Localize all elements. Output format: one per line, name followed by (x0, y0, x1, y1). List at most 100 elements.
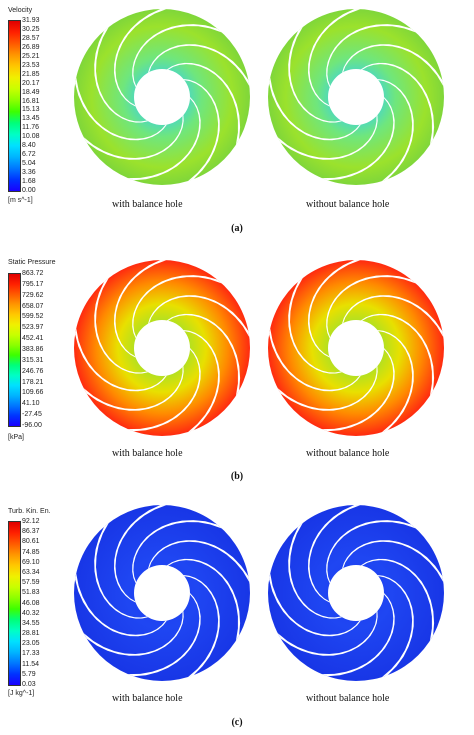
impeller-blade (342, 540, 444, 583)
impeller-blade (75, 77, 167, 141)
colorbar-tick-label: 795.17 (22, 280, 44, 288)
colorbar-tick-label: 3.36 (22, 169, 36, 177)
impeller-blade (377, 330, 414, 433)
impeller-with-balance-hole (74, 9, 250, 185)
impeller-blade (183, 330, 220, 433)
colorbar-tick-label: 40.32 (22, 609, 40, 617)
colorbar-tick-label: 80.61 (22, 538, 40, 546)
impeller-blade (127, 593, 201, 677)
impeller-blade (183, 79, 220, 182)
caption-with-balance-hole: with balance hole (112, 448, 183, 459)
colorbar-tick-label: -27.45 (22, 411, 42, 419)
colorbar-tick-label: 452.41 (22, 335, 44, 343)
colorbar-tick-label: 69.10 (22, 558, 40, 566)
legend-unit: [J kg^-1] (8, 690, 35, 697)
colorbar-tick-label: 23.53 (22, 61, 40, 69)
colorbar-tick-label: 13.45 (22, 115, 40, 123)
legend-title: Static Pressure (8, 259, 56, 266)
colorbar-tick-label: 31.93 (22, 17, 40, 24)
panel-label: (c) (231, 717, 243, 728)
colorbar-tick-label: 63.34 (22, 568, 40, 576)
impeller-hub (328, 565, 384, 621)
impeller-hub (134, 69, 190, 125)
legend-title: Turb. Kin. En. (8, 508, 51, 515)
colorbar-tick-label: 599.52 (22, 313, 44, 321)
impeller-blade (321, 97, 395, 181)
colorbar-tick-label: 30.25 (22, 25, 40, 33)
colorbar-tick-label: 92.12 (22, 518, 40, 525)
colorbar-tick-label: 28.81 (22, 630, 40, 638)
impeller-blade (377, 79, 414, 182)
colorbar-tick-label: 26.89 (22, 43, 40, 51)
colorbar-tick-label: 25.21 (22, 52, 40, 60)
colorbar-tick-label: 23.05 (22, 640, 40, 648)
impeller-blade (127, 348, 201, 432)
impeller-blade (321, 593, 395, 677)
colorbar (8, 20, 21, 192)
legend-title: Velocity (8, 7, 33, 14)
colorbar-tick-label: 16.81 (22, 97, 40, 105)
colorbar-tick-label: 74.85 (22, 548, 40, 556)
colorbar-tick-label: 0.00 (22, 187, 36, 194)
colorbar-tick-label: 51.83 (22, 589, 40, 597)
colorbar-tick-label: 46.08 (22, 599, 40, 607)
colorbar-tick-label: 729.62 (22, 291, 44, 299)
impeller-blade (75, 573, 167, 637)
impeller-without-balance-hole (268, 505, 444, 681)
panel-static-pressure: Static Pressure 863.72 795.17 729.62 658.07… (0, 245, 474, 490)
caption-without-balance-hole: without balance hole (306, 448, 390, 459)
legend-unit: [kPa] (8, 434, 24, 441)
colorbar-tick-label: 11.76 (22, 124, 39, 132)
colorbar-tick-label: 10.08 (22, 133, 40, 141)
colorbar-tick-label: 8.40 (22, 142, 36, 150)
caption-with-balance-hole: with balance hole (112, 693, 183, 704)
impeller-blade (148, 44, 250, 87)
impeller-without-balance-hole (268, 9, 444, 185)
impeller-blade (269, 573, 361, 637)
colorbar-tick-label: 5.79 (22, 670, 36, 678)
impeller-with-balance-hole (74, 505, 250, 681)
colorbar-tick-label: 17.33 (22, 650, 40, 658)
colorbar-tick-label: 11.54 (22, 660, 39, 668)
impeller-with-balance-hole (74, 260, 250, 436)
colorbar (8, 521, 21, 686)
panel-label: (a) (231, 223, 243, 234)
colorbar-tick-label: 5.04 (22, 160, 36, 168)
colorbar-tick-label: 1.68 (22, 178, 36, 186)
colorbar-tick-label: 0.03 (22, 681, 36, 688)
colorbar-tick-label: 523.97 (22, 324, 44, 332)
panel-label: (b) (230, 471, 244, 482)
colorbar-tick-label: 6.72 (22, 151, 36, 159)
colorbar-tick-label: 383.86 (22, 346, 44, 353)
colorbar-tick-label: 34.55 (22, 619, 40, 627)
impeller-blade (75, 328, 167, 392)
caption-with-balance-hole: with balance hole (112, 199, 183, 210)
caption-without-balance-hole: without balance hole (306, 199, 390, 210)
impeller-hub (328, 320, 384, 376)
impeller-blade (269, 77, 361, 141)
colorbar-tick-label: 41.10 (22, 400, 40, 408)
colorbar (8, 273, 21, 427)
colorbar-tick-label: 658.07 (22, 302, 44, 310)
colorbar-tick-label: 246.76 (22, 367, 44, 375)
colorbar-tick-label: 178.21 (22, 378, 44, 386)
colorbar-tick-label: 15.13 (22, 106, 40, 114)
impeller-blade (321, 348, 395, 432)
impeller-hub (328, 69, 384, 125)
impeller-without-balance-hole (268, 260, 444, 436)
colorbar-tick-label: 863.72 (22, 270, 44, 277)
impeller-blade (342, 295, 444, 338)
colorbar-tick-label: 315.31 (22, 356, 44, 364)
colorbar-tick-label: 109.66 (22, 389, 44, 397)
impeller-blade (127, 97, 201, 181)
impeller-blade (148, 295, 250, 338)
impeller-hub (134, 320, 190, 376)
impeller-blade (148, 540, 250, 583)
panel-turbulent-kinetic-energy: Turb. Kin. En. 92.12 86.37 80.61 74.85 69.10… (0, 490, 474, 735)
colorbar-tick-label: 21.85 (22, 70, 40, 78)
colorbar-tick-label: -96.00 (22, 422, 42, 429)
impeller-blade (342, 44, 444, 87)
colorbar-tick-label: 86.37 (22, 528, 40, 536)
colorbar-tick-label: 18.49 (22, 88, 40, 96)
impeller-blade (183, 575, 220, 678)
